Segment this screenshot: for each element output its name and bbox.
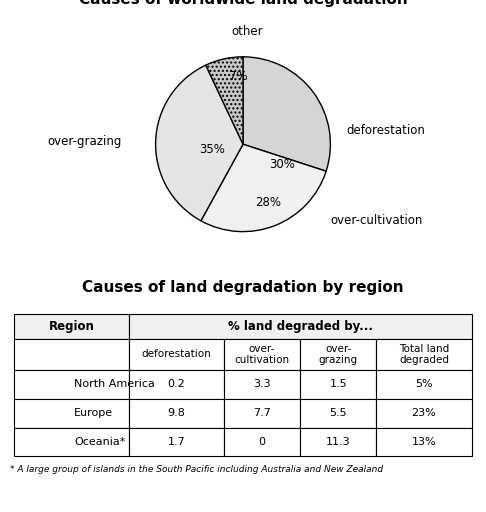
Text: Region: Region [49, 320, 94, 333]
Text: deforestation: deforestation [346, 124, 425, 137]
Text: 7.7: 7.7 [253, 408, 271, 418]
Text: over-cultivation: over-cultivation [330, 214, 423, 227]
Text: Oceania*: Oceania* [74, 437, 125, 447]
Text: other: other [232, 25, 263, 38]
Text: 11.3: 11.3 [326, 437, 350, 447]
Text: % land degraded by...: % land degraded by... [227, 320, 373, 333]
FancyBboxPatch shape [129, 398, 224, 428]
Text: * A large group of islands in the South Pacific including Australia and New Zeal: * A large group of islands in the South … [10, 465, 383, 475]
FancyBboxPatch shape [300, 339, 376, 370]
Text: Total land
degraded: Total land degraded [399, 344, 449, 365]
FancyBboxPatch shape [15, 314, 129, 339]
Wedge shape [243, 57, 330, 171]
Text: over-grazing: over-grazing [48, 136, 122, 148]
FancyBboxPatch shape [376, 428, 471, 457]
FancyBboxPatch shape [300, 398, 376, 428]
FancyBboxPatch shape [224, 428, 300, 457]
Text: 5.5: 5.5 [330, 408, 347, 418]
FancyBboxPatch shape [300, 370, 376, 398]
FancyBboxPatch shape [15, 398, 129, 428]
Text: 7%: 7% [229, 71, 248, 83]
FancyBboxPatch shape [224, 398, 300, 428]
Text: Causes of land degradation by region: Causes of land degradation by region [82, 280, 404, 295]
Text: 30%: 30% [269, 158, 295, 171]
Text: Europe: Europe [74, 408, 113, 418]
FancyBboxPatch shape [376, 398, 471, 428]
Text: deforestation: deforestation [141, 350, 211, 359]
FancyBboxPatch shape [224, 370, 300, 398]
Text: North America: North America [74, 379, 155, 389]
FancyBboxPatch shape [15, 428, 129, 457]
Text: 1.7: 1.7 [168, 437, 185, 447]
FancyBboxPatch shape [376, 339, 471, 370]
FancyBboxPatch shape [15, 370, 129, 398]
FancyBboxPatch shape [129, 339, 224, 370]
Text: 28%: 28% [255, 196, 280, 209]
Wedge shape [156, 65, 243, 221]
FancyBboxPatch shape [376, 370, 471, 398]
Text: 0.2: 0.2 [168, 379, 185, 389]
Text: 9.8: 9.8 [167, 408, 185, 418]
Text: 5%: 5% [415, 379, 433, 389]
Text: 23%: 23% [412, 408, 436, 418]
FancyBboxPatch shape [300, 428, 376, 457]
Text: 1.5: 1.5 [330, 379, 347, 389]
Text: 13%: 13% [412, 437, 436, 447]
Text: 35%: 35% [199, 143, 225, 156]
Wedge shape [206, 57, 243, 144]
FancyBboxPatch shape [129, 428, 224, 457]
Text: 3.3: 3.3 [253, 379, 271, 389]
FancyBboxPatch shape [15, 339, 129, 370]
FancyBboxPatch shape [129, 314, 471, 339]
Text: over-
grazing: over- grazing [319, 344, 358, 365]
Text: 0: 0 [259, 437, 265, 447]
FancyBboxPatch shape [129, 370, 224, 398]
Wedge shape [201, 144, 326, 231]
Text: over-
cultivation: over- cultivation [234, 344, 290, 365]
FancyBboxPatch shape [224, 339, 300, 370]
Title: Causes of worldwide land degradation: Causes of worldwide land degradation [79, 0, 407, 7]
